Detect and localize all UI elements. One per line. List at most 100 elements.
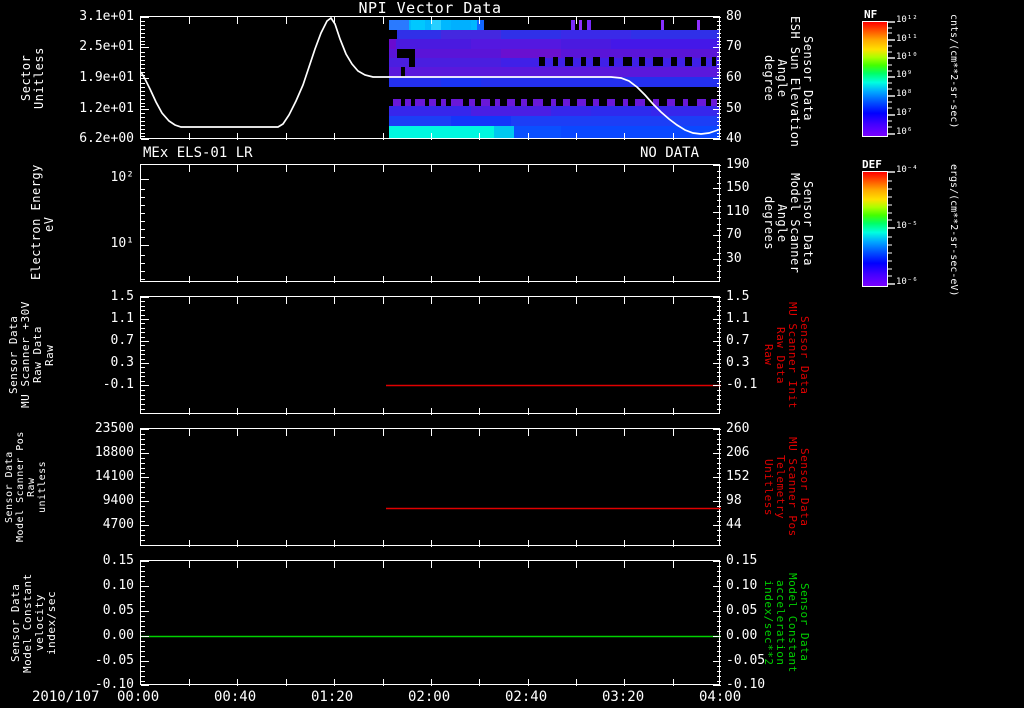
panel-5-right-tick-4: 0.10 — [726, 578, 758, 593]
panel-1-left-tick-2: 1.9e+01 — [79, 70, 134, 85]
panel-5-right-axis-label: Sensor Data Model Constant acceleration … — [762, 572, 811, 673]
panel-2-left-axis-label: Electron Energy eV — [29, 164, 56, 280]
panel-3-right-tick-1: 0.3 — [726, 355, 750, 370]
x-axis-tick-4: 02:40 — [505, 689, 548, 705]
colorbar-def-tick-2: 10⁻⁶ — [896, 277, 918, 287]
spectrogram-nf — [141, 17, 719, 138]
panel-5-right-tick-5: 0.15 — [726, 553, 758, 568]
colorbar-def — [862, 171, 888, 287]
panel-3-mu-scanner-30v — [140, 296, 721, 415]
panel-4-left-tick-2: 14100 — [94, 469, 134, 484]
panel-3-left-tick-2: 0.7 — [110, 333, 134, 348]
panel-5-right-tick-1: -0.05 — [726, 653, 766, 668]
panel-5-left-tick-4: 0.10 — [102, 578, 134, 593]
dataset-label: MEx ELS-01 LR — [143, 145, 253, 161]
colorbar-nf-tick-2: 10¹⁰ — [896, 52, 918, 62]
panel-5-left-axis-label: Sensor Data Model Constant velocity inde… — [9, 573, 58, 673]
panel-5-ticks — [141, 561, 721, 686]
panel-5-left-tick-1: -0.05 — [94, 653, 134, 668]
x-axis-tick-1: 00:40 — [214, 689, 257, 705]
panel-3-left-tick-4: 1.5 — [110, 289, 134, 304]
colorbar-nf-tick-0: 10¹² — [896, 15, 918, 25]
panel-5-left-tick-0: -0.10 — [94, 677, 134, 692]
panel-3-right-axis-label: Sensor Data MU Scanner Init Raw Data Raw — [762, 301, 811, 409]
panel-1-right-tick-3: 70 — [726, 39, 742, 54]
panel-3-right-tick-2: 0.7 — [726, 333, 750, 348]
page-title: NPI Vector Data — [358, 0, 502, 17]
panel-3-right-tick-0: -0.1 — [726, 377, 758, 392]
panel-5-left-tick-5: 0.15 — [102, 553, 134, 568]
panel-3-left-tick-3: 1.1 — [110, 311, 134, 326]
mu-scanner-pos-telemetry-line — [386, 507, 721, 510]
panel-4-right-axis-label: Sensor Data MU Scanner Pos Telemetry Uni… — [762, 437, 811, 537]
colorbar-nf-unit: cnts/(cm**2-sr-sec) — [948, 14, 959, 129]
panel-3-left-tick-1: 0.3 — [110, 355, 134, 370]
panel-5-model-constant-velocity — [140, 560, 721, 686]
panel-1-right-tick-1: 50 — [726, 101, 742, 116]
colorbar-nf-ticks — [888, 21, 895, 135]
panel-4-left-tick-1: 9400 — [102, 493, 134, 508]
spectrogram-svg — [389, 20, 719, 138]
panel-3-right-tick-3: 1.1 — [726, 311, 750, 326]
x-axis-tick-5: 03:20 — [602, 689, 645, 705]
panel-3-right-tick-4: 1.5 — [726, 289, 750, 304]
model-constant-acceleration-line — [141, 635, 721, 638]
colorbar-def-tick-0: 10⁻⁴ — [896, 165, 918, 175]
colorbar-def-ticks — [888, 171, 895, 285]
panel-1-left-tick-4: 3.1e+01 — [79, 9, 134, 24]
panel-4-ticks — [141, 429, 721, 547]
panel-4-right-tick-2: 152 — [726, 469, 750, 484]
colorbar-def-unit: ergs/(cm**2-sr-sec-eV) — [948, 164, 959, 297]
x-axis-date-label: 2010/107 — [32, 689, 100, 705]
panel-4-left-tick-3: 18800 — [94, 445, 134, 460]
panel-4-left-axis-label: Sensor Data Model Scanner Pos Raw unitle… — [4, 431, 48, 543]
panel-4-right-tick-4: 260 — [726, 421, 750, 436]
panel-1-ticks — [141, 17, 721, 140]
panel-2-right-tick-4: 190 — [726, 157, 750, 172]
panel-1-right-tick-4: 80 — [726, 9, 742, 24]
colorbar-nf-tick-6: 10⁶ — [896, 127, 913, 137]
panel-5-right-tick-2: 0.00 — [726, 628, 758, 643]
x-axis-tick-0: 00:00 — [117, 689, 160, 705]
colorbar-nf-tick-5: 10⁷ — [896, 108, 913, 118]
panel-2-electron-energy — [140, 164, 721, 283]
panel-2-left-tick-1: 10² — [110, 170, 134, 185]
panel-5-left-tick-2: 0.00 — [102, 628, 134, 643]
panel-4-right-tick-1: 98 — [726, 493, 742, 508]
panel-2-right-axis-label: Sensor Data Model Scanner Angle degrees — [762, 172, 815, 274]
panel-2-left-tick-0: 10¹ — [110, 236, 134, 251]
panel-2-right-tick-3: 150 — [726, 180, 750, 195]
no-data-label: NO DATA — [640, 145, 700, 161]
panel-1-sector — [140, 16, 721, 140]
mu-scanner-init-raw-line — [386, 384, 721, 387]
panel-3-left-tick-0: -0.1 — [102, 377, 134, 392]
panel-1-right-tick-0: 40 — [726, 131, 742, 146]
x-axis-tick-3: 02:00 — [408, 689, 451, 705]
panel-3-left-axis-label: Sensor Data MU Scanner +30V Raw Data Raw — [7, 301, 56, 409]
panel-4-left-tick-0: 4700 — [102, 517, 134, 532]
panel-1-left-tick-1: 1.2e+01 — [79, 101, 134, 116]
panel-2-right-tick-0: 30 — [726, 251, 742, 266]
panel-2-right-tick-1: 70 — [726, 227, 742, 242]
colorbar-nf-gradient — [863, 22, 887, 136]
panel-3-ticks — [141, 297, 721, 415]
panel-2-ticks — [141, 165, 721, 283]
panel-4-left-tick-4: 23500 — [94, 421, 134, 436]
panel-1-left-tick-3: 2.5e+01 — [79, 39, 134, 54]
sector-trace-line — [141, 17, 721, 135]
panel-1-left-axis-label: Sector Unitless — [19, 47, 46, 109]
panel-1-right-axis-label: Sensor Data ESH Sun Elevation Angle degr… — [762, 16, 815, 148]
colorbar-nf-tick-1: 10¹¹ — [896, 34, 918, 44]
panel-1-left-tick-0: 6.2e+00 — [79, 131, 134, 146]
colorbar-nf-title: NF — [864, 8, 878, 21]
x-axis-tick-6: 04:00 — [699, 689, 742, 705]
colorbar-nf — [862, 21, 888, 137]
panel-5-right-tick-3: 0.05 — [726, 603, 758, 618]
x-axis-tick-2: 01:20 — [311, 689, 354, 705]
colorbar-nf-tick-3: 10⁹ — [896, 70, 913, 80]
panel-2-right-tick-2: 110 — [726, 204, 750, 219]
panel-4-right-tick-0: 44 — [726, 517, 742, 532]
colorbar-def-gradient — [863, 172, 887, 286]
panel-4-right-tick-3: 206 — [726, 445, 750, 460]
